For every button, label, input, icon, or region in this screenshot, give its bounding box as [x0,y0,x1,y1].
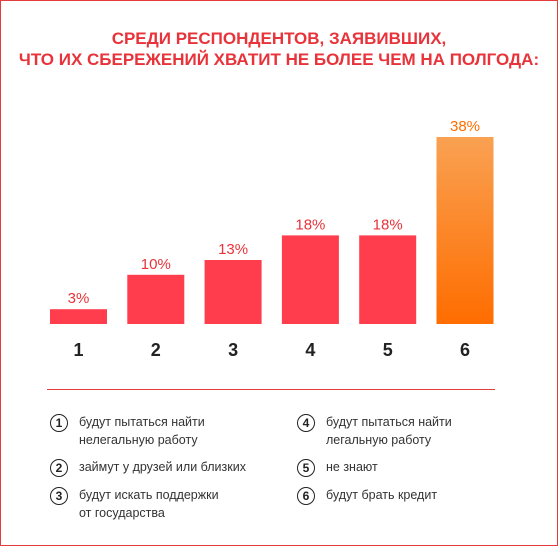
legend-item-6: 6 будут брать кредит [297,487,437,505]
legend-label: не знают [326,460,378,474]
legend-label: будут пытаться найти легальную работу [326,415,452,447]
value-label-4: 18% [295,216,325,233]
bar-1 [50,309,107,324]
category-label-4: 4 [305,340,315,360]
bar-3 [204,260,262,324]
value-label-1: 3% [68,290,90,307]
bar-6 [436,137,494,324]
legend-item-1: 1 будут пытаться найти нелегальную работ… [50,414,205,449]
category-label-1: 1 [73,340,83,360]
bar-chart: 3% 1 10% 2 13% 3 18% 4 18% 5 38% 6 [50,118,494,360]
legend-item-2: 2 займут у друзей или близких [50,459,246,477]
category-label-2: 2 [151,340,161,360]
legend-item-4: 4 будут пытаться найти легальную работу [297,414,452,449]
bar-5 [359,235,417,324]
bar-2 [127,274,185,324]
legend-number-badge: 6 [297,487,315,505]
value-label-6: 38% [450,118,480,135]
category-label-6: 6 [460,340,470,360]
legend-item-3: 3 будут искать поддержки от государства [50,487,219,522]
value-label-3: 13% [218,241,248,258]
bars-group: 3% 1 10% 2 13% 3 18% 4 18% 5 38% 6 [50,118,494,360]
bar-4 [281,235,339,324]
chart-title: СРЕДИ РЕСПОНДЕНТОВ, ЗАЯВИВШИХ, ЧТО ИХ СБ… [0,28,558,70]
legend-number-badge: 2 [50,459,68,477]
category-label-5: 5 [383,340,393,360]
legend-number-badge: 3 [50,487,68,505]
legend-label: займут у друзей или близких [79,460,246,474]
legend-label: будут искать поддержки от государства [79,488,219,520]
legend-number-badge: 5 [297,459,315,477]
title-line-1: СРЕДИ РЕСПОНДЕНТОВ, ЗАЯВИВШИХ, [111,29,447,48]
title-line-2: ЧТО ИХ СБЕРЕЖЕНИЙ ХВАТИТ НЕ БОЛЕЕ ЧЕМ НА… [18,50,540,69]
legend-label: будут брать кредит [326,488,438,502]
legend-number-badge: 1 [50,414,68,432]
category-label-3: 3 [228,340,238,360]
legend-label: будут пытаться найти нелегальную работу [79,415,205,447]
value-label-2: 10% [141,256,171,273]
legend-number-badge: 4 [297,414,315,432]
value-label-5: 18% [373,216,403,233]
divider-line [47,389,495,390]
legend-item-5: 5 не знают [297,459,378,477]
